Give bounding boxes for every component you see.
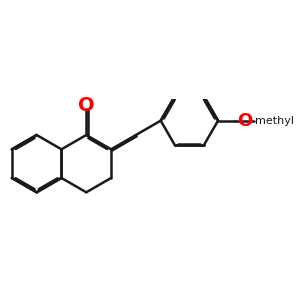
Text: O: O (78, 96, 94, 115)
Text: methyl: methyl (255, 116, 294, 126)
Text: O: O (237, 112, 252, 130)
